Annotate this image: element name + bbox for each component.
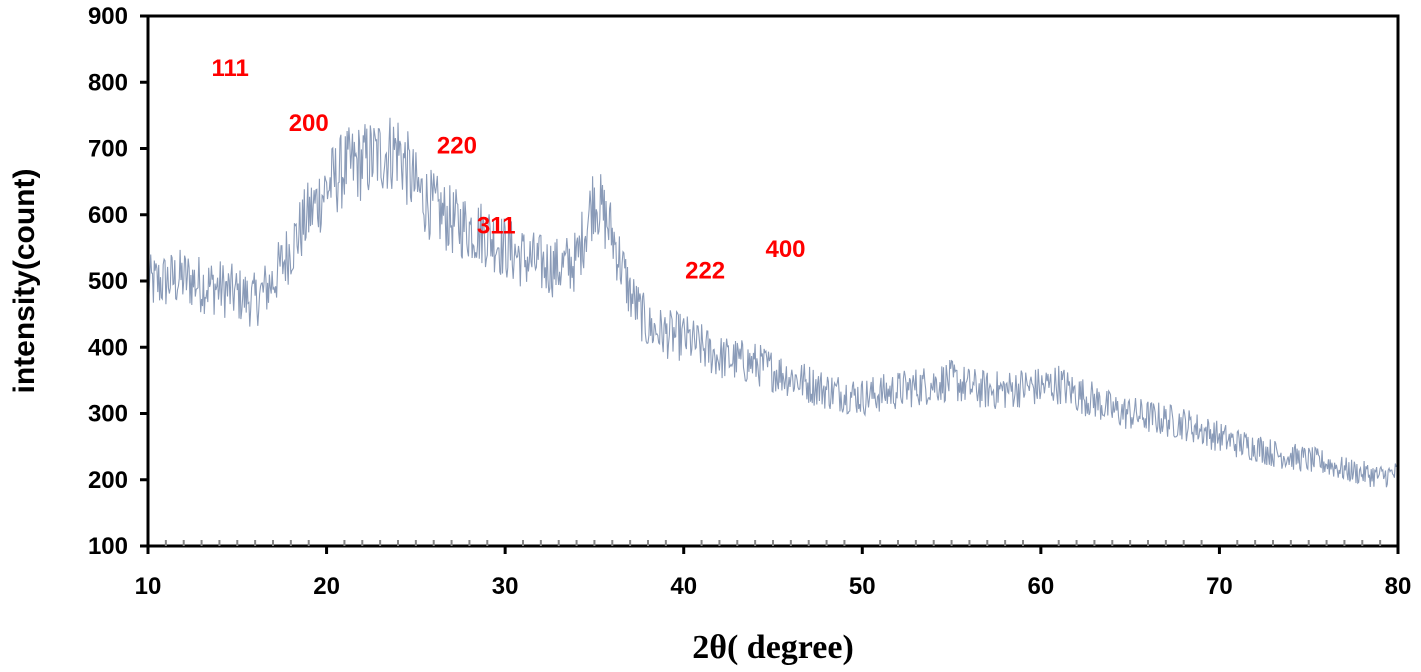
xrd-pattern-line [147, 117, 1399, 488]
y-tick-label: 500 [88, 268, 128, 295]
y-tick-label: 100 [88, 533, 128, 560]
y-tick-label: 600 [88, 202, 128, 229]
y-axis-label: intensity(count) [8, 169, 41, 394]
ticks-layer [140, 14, 1400, 554]
labels-layer: 10 20 30 40 50 60 70 80 100 200 300 400 500 600 700 800… [88, 3, 1411, 600]
x-tick-label: 50 [849, 573, 876, 600]
peak-label-311: 311 [477, 213, 516, 240]
x-tick-label: 20 [313, 573, 340, 600]
y-tick-label: 400 [88, 334, 128, 361]
peak-label-222: 222 [685, 258, 725, 285]
x-tick-label: 60 [1028, 573, 1055, 600]
peak-label-220: 220 [437, 133, 477, 160]
y-tick-label: 300 [88, 401, 128, 428]
y-tick-label: 800 [88, 69, 128, 96]
x-tick-label: 40 [670, 573, 697, 600]
x-tick-label: 30 [492, 573, 519, 600]
y-tick-label: 900 [88, 3, 128, 30]
y-tick-label: 200 [88, 467, 128, 494]
annotations-layer: 111 200 220 311 222 400 [211, 55, 805, 285]
x-tick-label: 10 [135, 573, 162, 600]
x-axis-label: 2θ( degree) [692, 629, 854, 666]
plot-frame [146, 14, 1400, 548]
series-layer [147, 117, 1399, 488]
x-tick-label: 70 [1206, 573, 1233, 600]
peak-label-200: 200 [289, 110, 329, 137]
peak-label-111: 111 [211, 55, 248, 82]
peak-label-400: 400 [765, 236, 805, 263]
x-tick-label: 80 [1385, 573, 1412, 600]
y-tick-label: 700 [88, 136, 128, 163]
